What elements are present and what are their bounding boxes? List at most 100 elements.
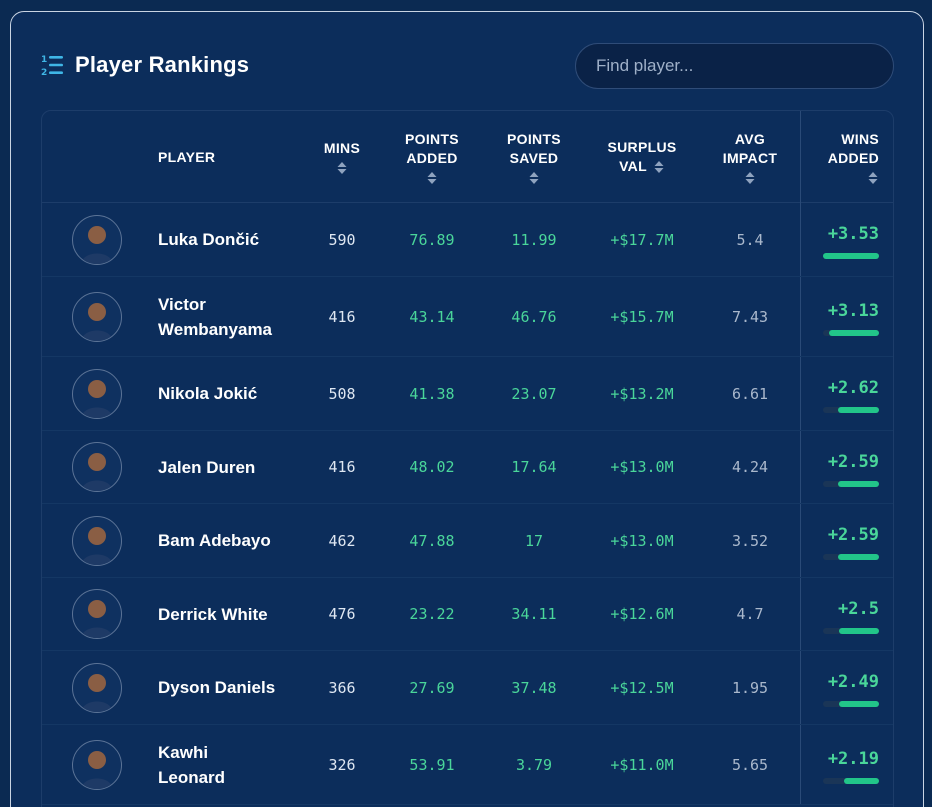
player-name[interactable]: Bam Adebayo: [158, 504, 308, 577]
wins-bar-fill: [823, 253, 879, 259]
player-name-line: Bam Adebayo: [158, 531, 271, 550]
table-row[interactable]: Derrick White 476 23.22 34.11 +$12.6M 4.7 +2.5: [42, 578, 893, 651]
mins-value: 416: [328, 458, 356, 476]
wins-added-value: +2.5: [838, 598, 879, 619]
player-name[interactable]: Dyson Daniels: [158, 651, 308, 724]
ranking-list-icon: 1 2: [41, 53, 65, 78]
surplus-value: +$12.6M: [610, 605, 674, 623]
wins-bar-fill: [838, 554, 879, 560]
player-name[interactable]: Luka Dončić: [158, 203, 308, 276]
player-avatar: [72, 214, 122, 265]
column-header-points-added[interactable]: POINTS ADDED: [392, 111, 472, 203]
column-label: ADDED: [827, 149, 879, 166]
avatar-cell: [42, 203, 152, 276]
column-header-surplus-val[interactable]: SURPLUS VAL: [592, 111, 692, 203]
column-header-wins-added[interactable]: WINS ADDED: [800, 111, 893, 203]
avatar-cell: [42, 578, 152, 650]
wins-bar-fill: [829, 330, 879, 336]
table-row[interactable]: Luka Dončić 590 76.89 11.99 +$17.7M 5.4 +3.53: [42, 203, 893, 277]
mins-value: 476: [328, 605, 356, 623]
player-name-lines: Luka Dončić: [158, 227, 259, 252]
column-label: IMPACT: [722, 149, 778, 166]
player-name-lines: Jalen Duren: [158, 455, 255, 480]
player-name[interactable]: Nikola Jokić: [158, 357, 308, 430]
player-name-line: Kawhi: [158, 742, 209, 762]
sort-arrows-icon[interactable]: [528, 171, 540, 185]
wins-added-cell: +2.49: [800, 651, 893, 724]
surplus-value: +$13.0M: [610, 531, 674, 550]
points-saved-value: 17: [524, 531, 544, 550]
column-label: PLAYER: [158, 148, 216, 165]
table-row[interactable]: Kawhi Leonard 326 53.91 3.79 +$11.0M 5.65 +2.19: [42, 725, 893, 805]
player-avatar: [72, 368, 122, 419]
table-row[interactable]: Dyson Daniels 366 27.69 37.48 +$12.5M 1.95 +2.…: [42, 651, 893, 725]
avg-impact-value: 7.43: [731, 307, 769, 326]
wins-added-value: +3.13: [827, 301, 879, 321]
wins-bar-track: [823, 778, 879, 784]
sort-arrows-icon[interactable]: [426, 171, 438, 185]
table-row[interactable]: Victor Wembanyama 416 43.14 46.76 +$15.7M 7.43…: [42, 277, 893, 357]
avg-impact-value: 4.24: [731, 458, 769, 476]
column-label: SAVED: [509, 149, 559, 166]
wins-added-value: +3.53: [827, 224, 879, 244]
table-row[interactable]: Jalen Duren 416 48.02 17.64 +$13.0M 4.24 +2.59: [42, 431, 893, 504]
player-name[interactable]: Jalen Duren: [158, 431, 308, 503]
points-saved-value: 17.64: [511, 458, 557, 476]
points-saved-value: 37.48: [511, 678, 557, 697]
player-name[interactable]: Kawhi Leonard: [158, 725, 308, 804]
points-added-value: 76.89: [409, 230, 455, 249]
table-row[interactable]: Bam Adebayo 462 47.88 17 +$13.0M 3.52 +2.59: [42, 504, 893, 578]
wins-bar-fill: [839, 701, 879, 707]
wins-added-value: +2.59: [827, 525, 879, 545]
wins-bar-fill: [838, 407, 879, 413]
wins-bar-fill: [844, 778, 879, 784]
sort-arrows-icon[interactable]: [653, 160, 665, 174]
wins-added-cell: +2.5: [800, 578, 893, 650]
sort-arrows-icon[interactable]: [744, 171, 756, 185]
column-label: AVG: [734, 130, 766, 147]
wins-added-cell: +3.13: [800, 277, 893, 356]
wins-bar-track: [823, 407, 879, 413]
column-header-mins[interactable]: MINS: [307, 111, 377, 203]
table-row[interactable]: Nikola Jokić 508 41.38 23.07 +$13.2M 6.61 +2.6…: [42, 357, 893, 431]
sort-arrows-icon[interactable]: [867, 171, 879, 185]
column-header-player: PLAYER: [137, 111, 237, 203]
points-added-value: 41.38: [409, 384, 455, 403]
player-search-input[interactable]: [575, 43, 894, 89]
column-label: SURPLUS: [607, 139, 677, 155]
points-saved-value: 23.07: [511, 384, 557, 403]
column-label: MINS: [323, 140, 361, 156]
mins-value: 366: [328, 678, 356, 697]
player-name[interactable]: Victor Wembanyama: [158, 277, 308, 356]
wins-bar-track: [823, 627, 879, 634]
player-name[interactable]: Derrick White: [158, 578, 308, 650]
wins-bar-fill: [839, 627, 879, 634]
surplus-value: +$15.7M: [610, 307, 674, 326]
column-label: POINTS: [405, 130, 459, 147]
sort-arrows-icon[interactable]: [336, 161, 348, 175]
mins-value: 508: [328, 384, 356, 403]
avg-impact-value: 3.52: [731, 531, 769, 550]
wins-bar-fill: [838, 480, 879, 487]
points-saved-value: 11.99: [511, 230, 557, 249]
player-name-line: Derrick White: [158, 604, 268, 624]
points-added-value: 47.88: [409, 531, 455, 550]
svg-text:1: 1: [41, 55, 47, 65]
surplus-value: +$12.5M: [610, 678, 674, 697]
avatar-cell: [42, 504, 152, 577]
column-header-avg-impact[interactable]: AVG IMPACT: [710, 111, 790, 203]
points-saved-value: 34.11: [511, 605, 557, 623]
player-avatar: [72, 589, 122, 639]
points-added-value: 43.14: [409, 307, 455, 326]
column-header-points-saved[interactable]: POINTS SAVED: [494, 111, 574, 203]
player-name-lines: Derrick White: [158, 602, 268, 627]
player-name-line: Victor: [158, 294, 206, 314]
player-avatar: [72, 739, 122, 790]
avatar-cell: [42, 357, 152, 430]
avatar-cell: [42, 431, 152, 503]
player-name-lines: Bam Adebayo: [158, 528, 271, 553]
column-label-row: VAL: [619, 157, 665, 176]
avatar-cell: [42, 277, 152, 356]
player-name-line: Wembanyama: [158, 319, 273, 339]
avg-impact-value: 5.65: [731, 755, 769, 774]
